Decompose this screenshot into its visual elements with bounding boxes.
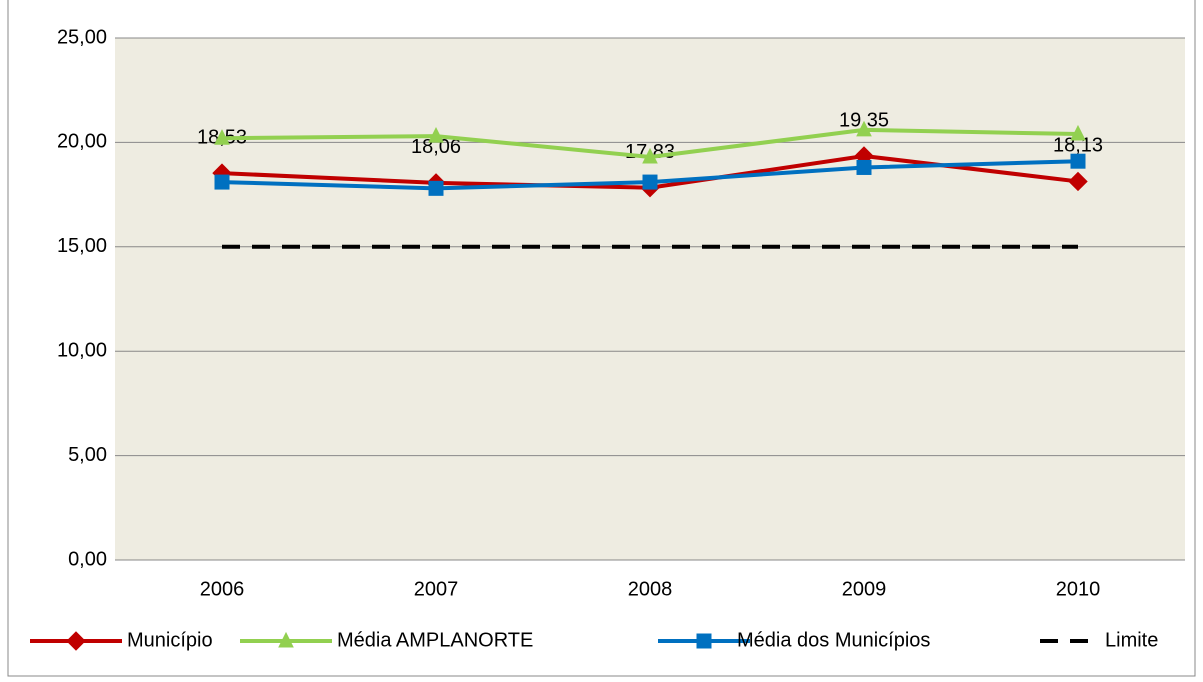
x-tick-label: 2010	[1056, 578, 1101, 600]
marker	[642, 174, 658, 190]
x-tick-label: 2009	[842, 578, 887, 600]
y-tick-label: 20,00	[57, 131, 107, 153]
marker	[1070, 124, 1086, 141]
legend-label: Média dos Municípios	[737, 629, 930, 651]
x-tick-label: 2007	[414, 578, 459, 600]
data-label: 19,35	[839, 109, 889, 131]
y-tick-label: 15,00	[57, 235, 107, 257]
marker	[696, 633, 712, 649]
marker	[428, 127, 444, 143]
legend-label: Limite	[1105, 629, 1158, 651]
marker	[642, 147, 658, 164]
data-label: 18,06	[411, 136, 461, 158]
x-tick-label: 2008	[628, 578, 673, 600]
marker	[856, 159, 872, 175]
marker	[214, 129, 230, 145]
y-tick-label: 5,00	[68, 444, 107, 466]
legend-label: Município	[127, 629, 213, 651]
marker	[66, 631, 86, 651]
data-label: 18,13	[1053, 135, 1103, 157]
marker	[856, 120, 872, 137]
y-tick-label: 10,00	[57, 339, 107, 361]
marker	[214, 174, 230, 190]
legend-label: Média AMPLANORTE	[337, 629, 533, 651]
marker	[1068, 171, 1088, 192]
marker	[1070, 153, 1086, 169]
y-tick-label: 25,00	[57, 26, 107, 48]
y-tick-label: 0,00	[68, 548, 107, 570]
marker	[428, 180, 444, 196]
x-tick-label: 2006	[200, 578, 245, 600]
plot-area	[115, 38, 1185, 560]
marker	[278, 631, 294, 648]
